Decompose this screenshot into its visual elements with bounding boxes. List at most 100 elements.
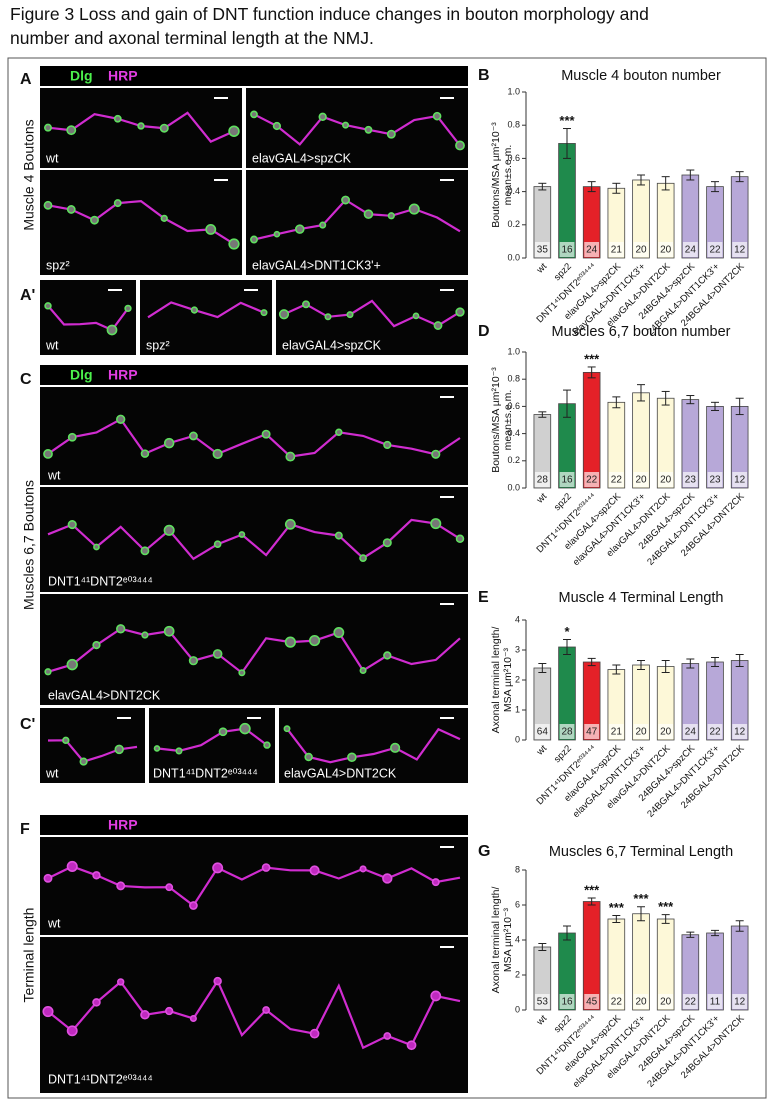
bouton xyxy=(141,631,149,639)
significance: *** xyxy=(633,891,649,906)
y-axis-label: Boutons/MSA µm²10⁻³ xyxy=(490,367,502,473)
axon xyxy=(147,301,265,319)
axon xyxy=(47,978,461,1050)
micrograph xyxy=(40,708,145,783)
bouton xyxy=(205,223,217,235)
bouton xyxy=(140,449,150,458)
axon xyxy=(253,113,461,147)
bar xyxy=(582,371,601,489)
bouton xyxy=(124,304,132,313)
micrograph-decoration xyxy=(47,717,138,766)
n-label-bg xyxy=(534,242,550,257)
n-label: 20 xyxy=(660,727,672,738)
x-tick-label: spz2 xyxy=(552,491,574,513)
bouton xyxy=(67,432,77,442)
n-label: 22 xyxy=(709,245,721,256)
stain-header xyxy=(40,66,468,86)
x-tick-label: wt xyxy=(534,743,549,758)
figure-border xyxy=(7,57,767,1099)
y-tick-label: 0.0 xyxy=(507,252,520,262)
y-tick-label: 4 xyxy=(515,934,520,944)
image-label: wt xyxy=(47,468,61,482)
n-label: 16 xyxy=(561,245,573,256)
n-label: 20 xyxy=(660,997,672,1008)
bouton xyxy=(116,414,126,424)
n-label: 21 xyxy=(611,245,623,256)
bouton xyxy=(335,428,343,437)
bouton xyxy=(283,725,291,733)
n-label-bg xyxy=(633,472,649,487)
bouton xyxy=(92,640,101,650)
n-label-bg xyxy=(584,472,600,487)
y-tick-label: 1 xyxy=(515,704,520,714)
significance: *** xyxy=(584,882,600,897)
chart-title: Muscles 6,7 Terminal Length xyxy=(549,844,733,860)
y-tick-label: 0 xyxy=(515,1004,520,1014)
micrograph xyxy=(40,487,468,592)
x-tick-label: wt xyxy=(534,1013,549,1028)
bouton xyxy=(383,651,392,660)
n-label-bg xyxy=(682,472,698,487)
chart-letter: E xyxy=(478,589,489,606)
bouton xyxy=(359,666,367,675)
x-tick-label: wt xyxy=(534,261,549,276)
n-label-bg xyxy=(584,994,600,1009)
micrograph xyxy=(279,708,468,783)
stain-label: HRP xyxy=(108,68,138,84)
micrograph-decoration xyxy=(250,97,465,151)
n-label-bg xyxy=(534,994,550,1009)
panel-letter: F xyxy=(20,821,30,838)
stain-label: HRP xyxy=(108,367,138,383)
micrograph xyxy=(140,280,272,355)
stain-label: Dlg xyxy=(70,367,93,383)
y-tick-label: 3 xyxy=(515,644,520,654)
bouton xyxy=(383,440,392,450)
n-label-bg xyxy=(658,472,674,487)
n-label-bg xyxy=(559,242,575,257)
micrograph-decoration xyxy=(44,603,461,677)
n-label: 22 xyxy=(709,727,721,738)
n-label: 20 xyxy=(660,475,672,486)
micrograph xyxy=(40,594,468,705)
panel-letter: A' xyxy=(20,287,35,304)
y-axis-label: mean±s.e.m. xyxy=(502,390,514,451)
micrograph xyxy=(276,280,468,355)
micrograph-decoration xyxy=(43,179,240,250)
n-label-bg xyxy=(608,724,624,739)
n-label: 64 xyxy=(537,727,549,738)
stain-label: Dlg xyxy=(70,68,93,84)
side-label: Muscles 6,7 Boutons xyxy=(21,480,37,610)
bouton xyxy=(324,313,332,321)
y-tick-label: 6 xyxy=(515,899,520,909)
y-tick-label: 0.2 xyxy=(507,455,520,465)
bouton xyxy=(140,1010,150,1020)
micrograph-decoration xyxy=(42,946,461,1051)
bouton xyxy=(113,199,122,208)
bouton xyxy=(260,309,268,317)
n-label-bg xyxy=(682,994,698,1009)
bouton xyxy=(239,722,251,735)
n-label: 20 xyxy=(635,475,647,486)
bouton xyxy=(272,121,282,131)
n-label-bg xyxy=(534,724,550,739)
bouton xyxy=(213,976,222,986)
significance: *** xyxy=(559,113,575,128)
n-label: 16 xyxy=(561,997,573,1008)
bouton xyxy=(66,658,78,671)
image-label: elavGAL4>spzCK xyxy=(252,151,352,165)
n-label: 11 xyxy=(710,997,721,1008)
micrograph-decoration xyxy=(43,846,461,910)
image-label: spz² xyxy=(46,258,70,272)
micrograph-decoration xyxy=(153,717,271,755)
bouton xyxy=(261,863,271,872)
micrograph xyxy=(40,937,468,1093)
bouton xyxy=(359,554,367,563)
bouton xyxy=(284,636,296,648)
significance: * xyxy=(564,624,570,639)
bouton xyxy=(341,195,350,205)
micrograph-decoration xyxy=(283,717,461,764)
n-label-bg xyxy=(658,242,674,257)
axon xyxy=(283,299,461,328)
bouton xyxy=(116,624,126,634)
